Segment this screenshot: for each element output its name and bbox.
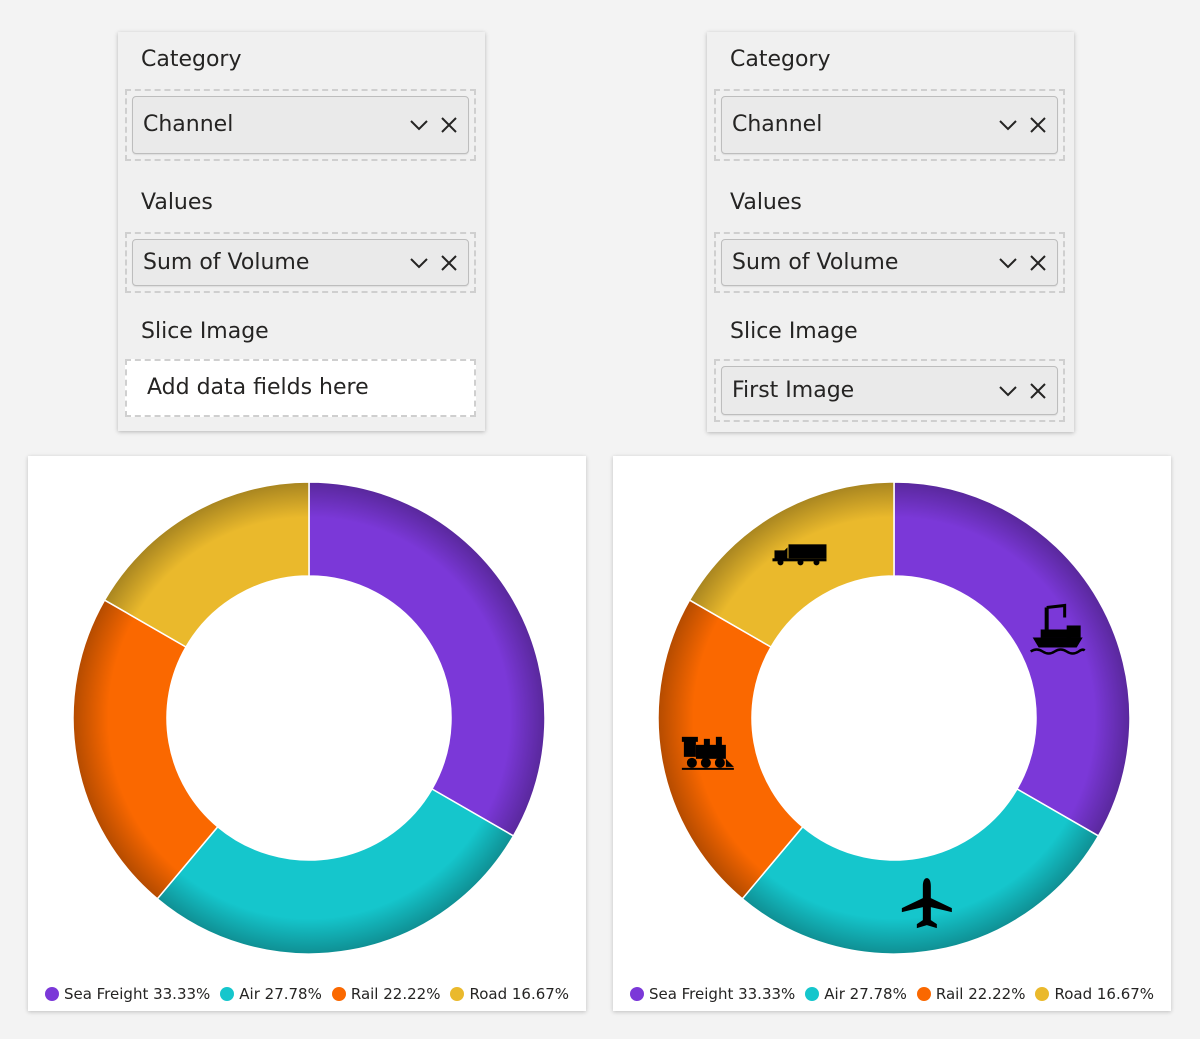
values-well[interactable]: Sum of Volume (714, 232, 1065, 293)
legend-label: Sea Freight 33.33% (63, 985, 211, 1003)
legend-marker (331, 987, 346, 1001)
legend-marker (44, 987, 59, 1001)
donut-slice-sea-freight[interactable] (308, 481, 546, 837)
legend-marker (805, 987, 820, 1001)
slice-image-field-label: First Image (732, 377, 855, 403)
legend-label: Sea Freight 33.33% (648, 985, 796, 1003)
slice-image-section-label: Slice Image (730, 319, 858, 344)
values-field-chip[interactable]: Sum of Volume (132, 239, 469, 286)
category-field-label: Channel (143, 112, 234, 137)
close-icon[interactable] (438, 114, 460, 136)
legend-item-sea-freight[interactable]: Sea Freight 33.33% (44, 985, 211, 1003)
legend-marker (450, 987, 465, 1001)
legend-marker (1035, 987, 1050, 1001)
legend-item-air[interactable]: Air 27.78% (805, 985, 907, 1003)
train-icon (681, 736, 734, 770)
category-field-label: Channel (732, 112, 823, 137)
donut-slice-air[interactable] (741, 787, 1100, 955)
donut-chart-card-left: Sea Freight 33.33% Air 27.78% Rail 22.22… (28, 456, 586, 1011)
values-section-label: Values (730, 190, 802, 215)
chevron-down-icon[interactable] (408, 114, 430, 136)
legend-marker (220, 987, 235, 1001)
legend-item-road[interactable]: Road 16.67% (1035, 985, 1154, 1003)
slice-image-well[interactable]: First Image (714, 359, 1065, 422)
chevron-down-icon[interactable] (997, 114, 1019, 136)
close-icon[interactable] (1027, 252, 1049, 274)
donut-chart-card-right: Sea Freight 33.33% Air 27.78% Rail 22.22… (613, 456, 1171, 1011)
legend-item-air[interactable]: Air 27.78% (220, 985, 322, 1003)
donut-slice-sea-freight[interactable] (893, 481, 1131, 837)
legend-label: Road 16.67% (1054, 985, 1155, 1003)
legend-label: Road 16.67% (469, 985, 570, 1003)
close-icon[interactable] (438, 252, 460, 274)
chart-legend: Sea Freight 33.33% Air 27.78% Rail 22.22… (613, 985, 1171, 1003)
legend-label: Air 27.78% (239, 985, 322, 1003)
legend-label: Rail 22.22% (350, 985, 441, 1003)
legend-marker (916, 987, 931, 1001)
category-well[interactable]: Channel (125, 89, 476, 161)
legend-label: Air 27.78% (824, 985, 907, 1003)
close-icon[interactable] (1027, 114, 1049, 136)
field-wells-panel-left: Category Channel Values Sum of Volume Sl… (118, 32, 485, 431)
chevron-down-icon[interactable] (408, 252, 430, 274)
slice-image-field-chip[interactable]: First Image (721, 366, 1058, 415)
slice-image-section-label: Slice Image (141, 319, 269, 344)
chart-legend: Sea Freight 33.33% Air 27.78% Rail 22.22… (28, 985, 586, 1003)
donut-chart-left (72, 481, 546, 955)
category-field-chip[interactable]: Channel (132, 96, 469, 154)
legend-item-sea-freight[interactable]: Sea Freight 33.33% (629, 985, 796, 1003)
add-data-fields-placeholder: Add data fields here (147, 375, 369, 400)
category-section-label: Category (730, 47, 831, 72)
values-field-label: Sum of Volume (732, 249, 899, 275)
chevron-down-icon[interactable] (997, 380, 1019, 402)
donut-slice-rail[interactable] (657, 599, 804, 900)
legend-item-rail[interactable]: Rail 22.22% (331, 985, 441, 1003)
donut-chart-right (657, 481, 1131, 955)
close-icon[interactable] (1027, 380, 1049, 402)
field-wells-panel-right: Category Channel Values Sum of Volume Sl… (707, 32, 1074, 432)
slice-image-well[interactable]: Add data fields here (125, 359, 476, 417)
donut-slice-rail[interactable] (72, 599, 219, 900)
chevron-down-icon[interactable] (997, 252, 1019, 274)
donut-slice-road[interactable] (103, 481, 310, 649)
legend-label: Rail 22.22% (935, 985, 1026, 1003)
values-section-label: Values (141, 190, 213, 215)
legend-item-road[interactable]: Road 16.67% (450, 985, 569, 1003)
legend-marker (629, 987, 644, 1001)
values-well[interactable]: Sum of Volume (125, 232, 476, 293)
values-field-chip[interactable]: Sum of Volume (721, 239, 1058, 286)
category-section-label: Category (141, 47, 242, 72)
airplane-icon (901, 878, 952, 929)
truck-icon (772, 544, 827, 566)
ship-crane-icon (1029, 603, 1086, 655)
legend-item-rail[interactable]: Rail 22.22% (916, 985, 1026, 1003)
values-field-label: Sum of Volume (143, 249, 310, 275)
donut-slice-road[interactable] (688, 481, 895, 649)
category-well[interactable]: Channel (714, 89, 1065, 161)
category-field-chip[interactable]: Channel (721, 96, 1058, 154)
donut-slice-air[interactable] (156, 787, 515, 955)
